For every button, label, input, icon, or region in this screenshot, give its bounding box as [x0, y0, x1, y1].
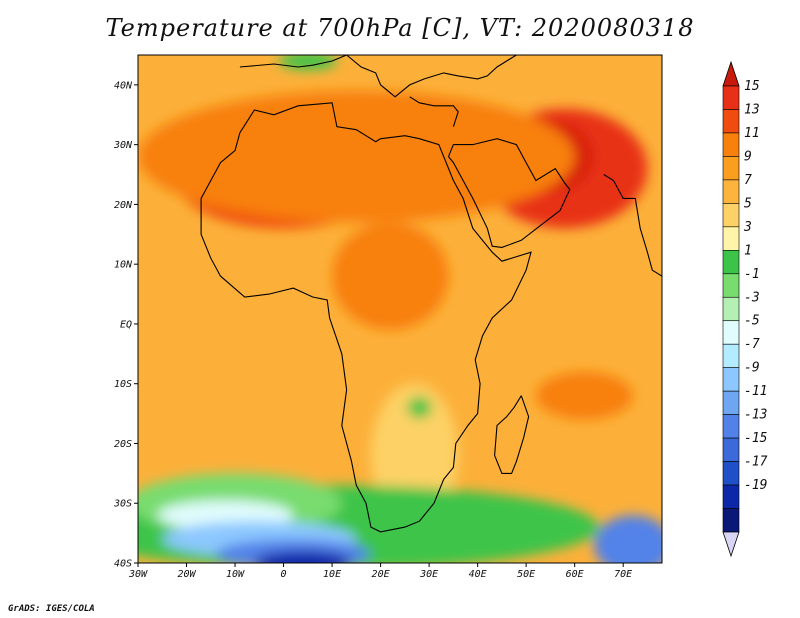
lat-tick-label: 40N: [114, 80, 133, 91]
temperature-region-se-blue: [594, 515, 662, 563]
lon-tick-label: 0: [281, 569, 287, 580]
colorbar-swatch: [722, 85, 740, 110]
temperature-region-south-dark: [254, 551, 352, 563]
colorbar-label: -19: [744, 478, 767, 493]
lat-tick-label: 20N: [114, 200, 133, 211]
coastline-outline: [200, 55, 662, 533]
grads-credit: GrADS: IGES/COLA: [8, 604, 95, 614]
lat-tick-label: 30N: [113, 140, 133, 151]
lat-tick-label: 40S: [114, 559, 132, 570]
colorbar: 15 13 11 9 7 5 3 1 -1 -3 -5 -7 -9 -11 -13 -15 -17 -19: [722, 60, 768, 558]
colorbar-swatch: [722, 484, 740, 509]
temperature-region-indian-ocean: [535, 371, 633, 420]
lat-tick-label: 30S: [113, 499, 132, 510]
colorbar-label: 5: [744, 196, 752, 211]
colorbar-swatch: [722, 156, 740, 181]
colorbar-label: 9: [744, 149, 752, 164]
colorbar-label: 1: [744, 243, 752, 258]
lon-tick-label: 10E: [323, 569, 341, 580]
colorbar-label: -3: [744, 290, 760, 305]
colorbar-label: -7: [744, 337, 760, 352]
colorbar-swatch: [722, 367, 740, 392]
colorbar-label: 11: [744, 126, 760, 141]
colorbar-swatch: [722, 250, 740, 275]
colorbar-label: 15: [744, 79, 760, 94]
lon-tick-label: 10W: [226, 569, 245, 580]
lon-tick-label: 30E: [419, 569, 438, 580]
temperature-region-zambia-cool: [407, 396, 432, 419]
temperature-region-central-africa: [332, 222, 449, 330]
longitude-axis: 30W 20W 10W 0 10E 20E 30E 40E 50E 60E 70E: [128, 563, 632, 580]
colorbar-swatch: [722, 508, 740, 533]
temperature-region-north-band: [138, 90, 575, 223]
colorbar-swatch: [722, 203, 740, 228]
colorbar-label: -11: [744, 384, 767, 399]
colorbar-swatch: [722, 226, 740, 251]
colorbar-swatch: [722, 390, 740, 415]
map-title: Temperature at 700hPa [C], VT: 202008031…: [105, 14, 695, 42]
lon-tick-label: 50E: [517, 569, 535, 580]
colorbar-swatch: [722, 320, 740, 345]
colorbar-label: -15: [744, 431, 768, 446]
colorbar-swatch: [722, 296, 740, 322]
colorbar-label: -5: [744, 314, 760, 329]
colorbar-label: -13: [744, 408, 767, 423]
lat-tick-label: 10S: [114, 379, 132, 390]
colorbar-swatch: [722, 343, 740, 368]
colorbar-swatch: [722, 109, 740, 134]
lat-tick-label: 10N: [114, 260, 133, 271]
lon-tick-label: 30W: [128, 569, 148, 580]
lon-tick-label: 20W: [177, 569, 196, 580]
latitude-axis: 40N 30N 20N 10N EQ 10S 20S 30S 40S: [113, 80, 138, 570]
colorbar-label: -9: [744, 361, 760, 376]
colorbar-swatch: [722, 273, 740, 298]
colorbar-label: 3: [743, 220, 752, 235]
colorbar-swatch: [722, 132, 740, 157]
lon-tick-label: 20E: [372, 569, 390, 580]
lon-tick-label: 40E: [469, 569, 487, 580]
lat-tick-label: 20S: [114, 439, 132, 450]
colorbar-label: -1: [744, 267, 760, 282]
colorbar-label: 7: [744, 173, 752, 188]
colorbar-swatch: [722, 414, 740, 439]
lat-tick-label: EQ: [120, 319, 132, 330]
lon-tick-label: 70E: [614, 569, 632, 580]
plot-frame: [137, 54, 663, 564]
colorbar-label: 13: [744, 102, 760, 117]
lon-tick-label: 60E: [566, 569, 584, 580]
temperature-field: [138, 55, 662, 563]
colorbar-swatch: [722, 437, 740, 462]
colorbar-swatch: [722, 179, 740, 204]
colorbar-label: -17: [744, 455, 768, 470]
colorbar-swatch: [722, 461, 740, 486]
